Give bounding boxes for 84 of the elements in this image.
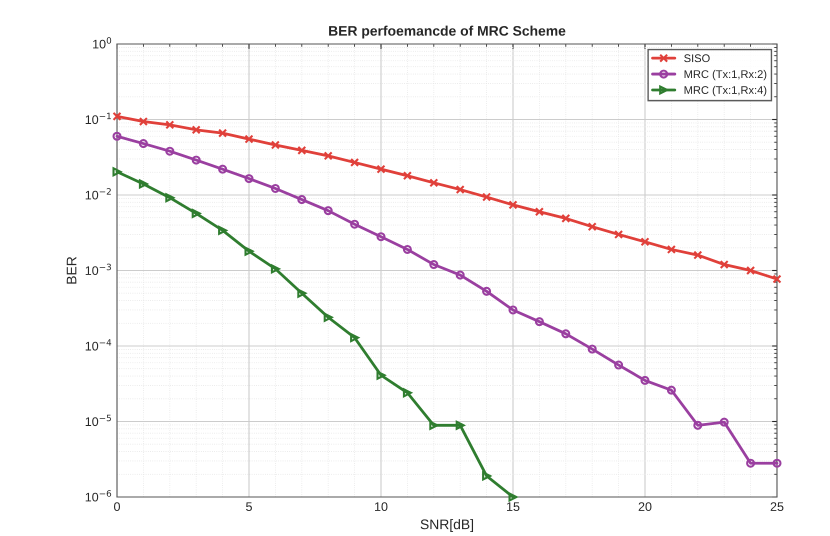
y-tick-label: 10$^{−5}$ [86,414,111,426]
point [746,266,756,276]
point [508,305,518,314]
point [482,192,492,202]
x-tick-label: 20 [638,502,652,512]
point [693,250,702,260]
x-tick-label: 0 [114,502,120,512]
point [218,164,228,174]
point [270,140,280,150]
point [456,185,465,194]
point [165,120,174,130]
y-tick-label: 10$^{−3}$ [86,264,111,276]
point [270,184,280,193]
legend-label: MRC (Tx:1,Rx:2) [684,70,766,80]
point [376,232,386,242]
point [429,178,438,188]
y-axis-title: BER [66,256,76,284]
point [456,420,465,430]
point [297,288,306,298]
point [324,151,333,160]
point [112,132,122,141]
legend-label: SISO [684,54,710,62]
point [165,146,174,156]
point [376,164,386,174]
point [297,195,306,204]
point [588,344,597,354]
point [138,139,148,148]
y-tick-label: 10$^{−2}$ [86,188,111,200]
point [614,230,624,239]
point [640,237,650,246]
point [772,458,782,468]
point [614,360,624,370]
point [508,492,518,502]
point [376,370,386,380]
x-axis-title: SNR[dB] [420,519,474,532]
point [192,156,201,165]
point [508,200,518,210]
point [112,112,122,121]
legend-label: MRC (Tx:1,Rx:4) [684,86,766,96]
point [640,376,650,385]
x-tick-label: 10 [375,502,388,512]
y-tick-label: 10$^{−6}$ [86,490,112,502]
point [244,174,254,184]
point [112,167,122,176]
point [746,458,756,468]
point [561,329,570,338]
point [165,193,174,202]
x-tick-label: 5 [246,502,252,512]
point [324,206,333,216]
x-tick-label: 25 [770,502,784,512]
point [350,333,360,342]
point [244,134,254,144]
point [534,317,544,326]
point [482,471,492,480]
point [138,117,148,126]
point [456,270,465,280]
point [192,125,201,134]
point [402,171,412,180]
point [244,246,254,256]
point [588,222,597,232]
point [218,128,228,138]
point [192,208,201,218]
point [720,260,729,270]
point [693,420,702,430]
point [720,418,729,427]
y-tick-label: 10$^{−1}$ [86,112,111,124]
point [350,158,360,167]
point [324,312,333,322]
point [666,386,676,395]
point [772,274,782,284]
chart-title: BER perfoemancde of MRC Scheme [329,26,566,39]
point [666,244,676,254]
point [482,286,492,296]
y-tick-label: 10$^{0}$ [93,37,112,49]
point [402,244,412,254]
point [297,146,306,155]
point [429,420,438,430]
y-tick-label: 10$^{−4}$ [86,339,112,351]
point [218,226,228,235]
point [534,207,544,216]
point [350,220,360,229]
x-tick-label: 15 [507,502,520,512]
point [561,214,570,223]
point [429,260,438,270]
